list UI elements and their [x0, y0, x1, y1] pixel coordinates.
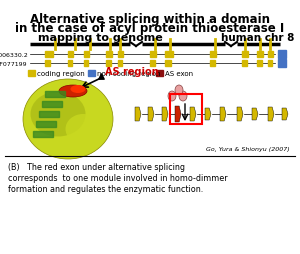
Text: corresponds  to one module involved in homo-dimmer: corresponds to one module involved in ho… [8, 173, 228, 182]
Text: human chr 8: human chr 8 [221, 33, 295, 43]
Bar [88, 71, 95, 77]
Ellipse shape [179, 92, 187, 102]
Bar [150, 61, 155, 67]
Bar [242, 52, 248, 58]
Text: Alternative splicing within a domain: Alternative splicing within a domain [30, 13, 270, 26]
Bar [268, 52, 273, 58]
Bar [150, 52, 156, 58]
Polygon shape [237, 108, 243, 121]
Point [99, 75, 103, 79]
Polygon shape [205, 108, 211, 121]
Ellipse shape [65, 115, 101, 145]
Bar [84, 52, 89, 58]
Bar [39, 112, 59, 118]
Text: formation and regulates the enzymatic function.: formation and regulates the enzymatic fu… [8, 184, 203, 193]
Polygon shape [190, 108, 196, 121]
Bar [33, 132, 53, 137]
Bar [45, 92, 65, 98]
Bar [257, 61, 262, 67]
Bar [42, 102, 62, 108]
Polygon shape [282, 108, 288, 121]
Bar [268, 61, 272, 67]
Bar [118, 52, 123, 58]
Ellipse shape [31, 92, 86, 137]
Bar [278, 51, 286, 59]
Ellipse shape [70, 86, 86, 94]
Ellipse shape [59, 86, 87, 98]
Text: Go, Yura & Shionyu (2007): Go, Yura & Shionyu (2007) [206, 146, 290, 151]
Ellipse shape [23, 80, 113, 159]
Polygon shape [175, 107, 181, 122]
Polygon shape [135, 108, 141, 121]
Ellipse shape [175, 86, 183, 96]
Text: AF077199: AF077199 [0, 61, 28, 66]
Bar [210, 52, 216, 58]
Bar [106, 52, 112, 58]
Bar [170, 95, 202, 124]
Bar [210, 61, 215, 67]
Text: mapping to genome: mapping to genome [38, 33, 162, 43]
Polygon shape [162, 108, 168, 121]
Bar [257, 52, 263, 58]
Bar [278, 60, 286, 68]
Text: coding region: coding region [37, 71, 85, 77]
Text: in the case of acyl protein thioesterase I: in the case of acyl protein thioesterase… [15, 22, 285, 35]
Text: non-coding region: non-coding region [97, 71, 160, 77]
Text: NM_006330.2: NM_006330.2 [0, 52, 28, 58]
Bar [45, 61, 50, 67]
Text: AS region: AS region [105, 67, 159, 77]
Polygon shape [220, 108, 226, 121]
Bar [45, 52, 53, 58]
Bar [242, 61, 247, 67]
Text: AS exon: AS exon [165, 71, 193, 77]
Bar [28, 71, 35, 77]
Bar [68, 61, 72, 67]
Bar [106, 61, 111, 67]
Bar [36, 121, 56, 128]
Text: (B)   The red exon under alternative splicing: (B) The red exon under alternative splic… [8, 162, 185, 171]
Polygon shape [252, 108, 258, 121]
Bar [84, 61, 88, 67]
Ellipse shape [168, 92, 176, 102]
Bar [156, 71, 163, 77]
Bar [118, 61, 122, 67]
Bar [165, 52, 173, 58]
Bar [68, 52, 73, 58]
Polygon shape [268, 108, 274, 121]
Bar [165, 61, 171, 67]
Polygon shape [148, 108, 154, 121]
